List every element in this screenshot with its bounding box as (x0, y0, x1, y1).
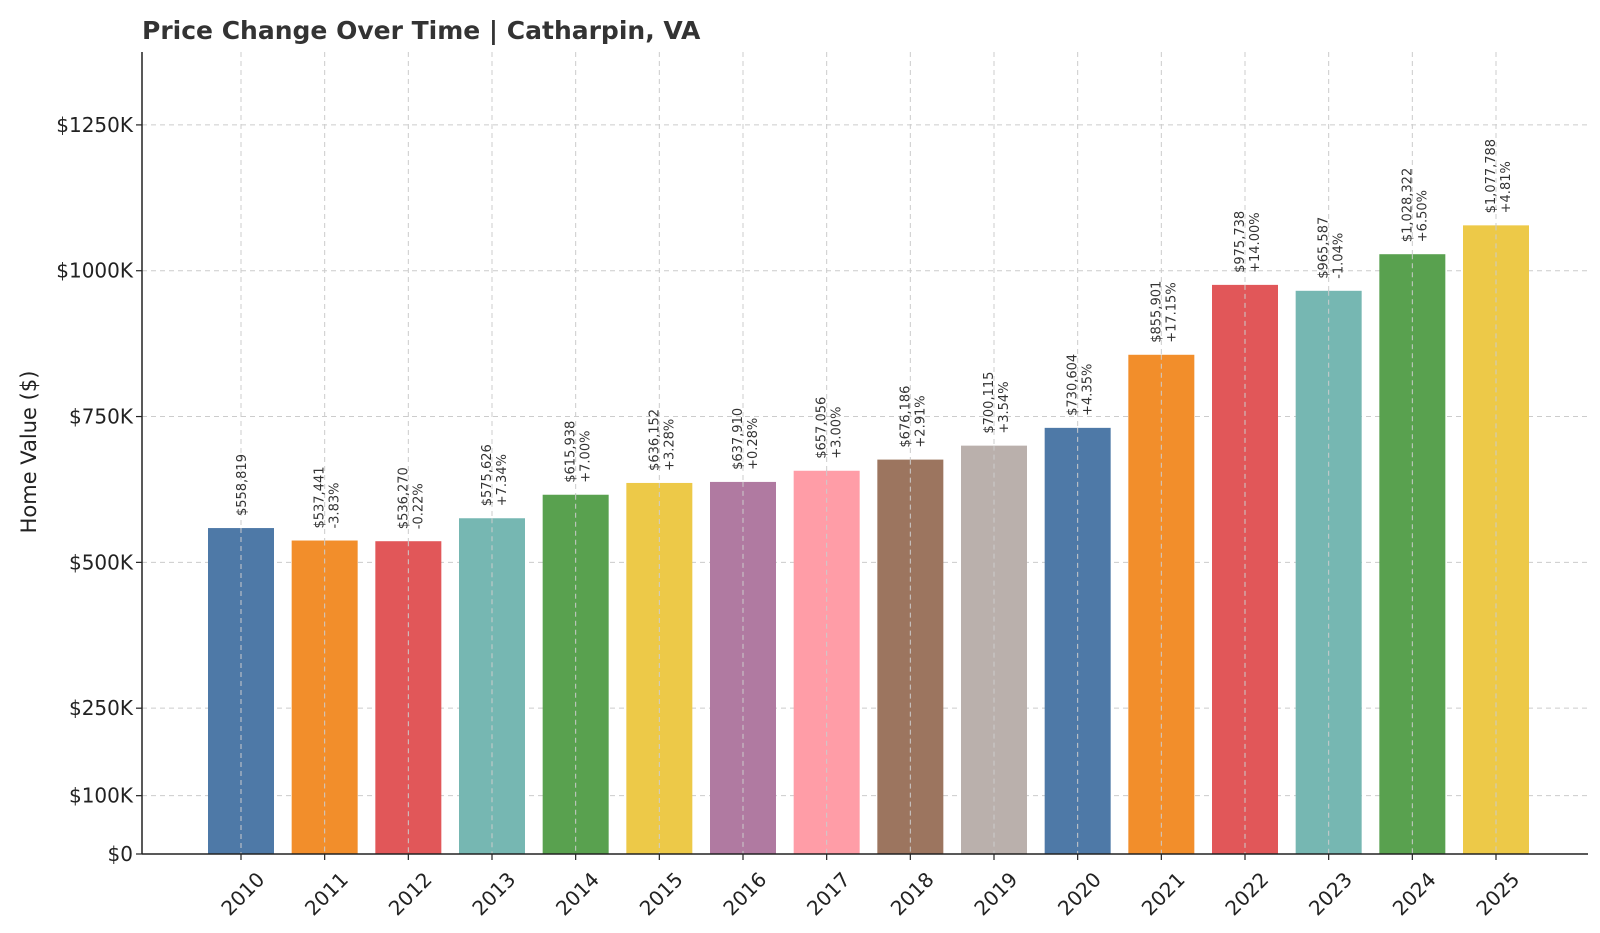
change-label: -1.04% (1332, 233, 1347, 279)
change-label: +3.28% (662, 419, 677, 471)
value-label: $615,938 (564, 421, 579, 483)
value-label: $536,270 (396, 467, 411, 529)
x-tick-label: 2022 (1220, 867, 1273, 920)
value-label: $965,587 (1317, 217, 1332, 279)
x-tick-label: 2015 (635, 867, 688, 920)
value-label: $1,028,322 (1400, 168, 1415, 242)
x-tick-label: 2019 (969, 867, 1022, 920)
bars-layer (208, 225, 1529, 854)
change-label: +14.00% (1248, 212, 1263, 272)
chart-title: Price Change Over Time | Catharpin, VA (142, 16, 701, 45)
value-label: $537,441 (313, 466, 328, 528)
grid-layer (142, 52, 1588, 855)
value-label: $975,738 (1233, 211, 1248, 273)
x-tick-label: 2010 (216, 867, 269, 920)
value-label: $700,115 (982, 372, 997, 434)
y-tick-label: $750K (69, 405, 134, 429)
x-tick-label: 2016 (718, 867, 771, 920)
change-label: -3.83% (328, 483, 343, 529)
x-tick-label: 2011 (300, 867, 353, 920)
y-axis-label: Home Value ($) (17, 371, 41, 534)
change-label: +3.54% (997, 381, 1012, 433)
y-ticks-layer: $0 $100K $250K $500K $750K $1000K $1250K (56, 113, 142, 866)
x-ticks-layer: 2010 2011 2012 2013 2014 2015 2016 2017 2018 2019… (216, 854, 1524, 920)
x-tick-label: 2013 (467, 867, 520, 920)
x-tick-label: 2023 (1304, 867, 1357, 920)
value-label: $636,152 (647, 409, 662, 471)
change-label: +3.00% (830, 407, 845, 459)
x-tick-label: 2017 (802, 867, 855, 920)
y-tick-label: $1250K (56, 113, 134, 137)
y-tick-label: $1000K (56, 259, 134, 283)
value-label: $637,910 (731, 408, 746, 470)
y-tick-label: $500K (69, 550, 134, 574)
change-label: +17.15% (1164, 282, 1179, 342)
value-label: $855,901 (1149, 281, 1164, 343)
x-tick-label: 2012 (384, 867, 437, 920)
value-label: $575,626 (480, 444, 495, 506)
change-label: +0.28% (746, 418, 761, 470)
change-label: +7.34% (495, 454, 510, 506)
x-tick-label: 2024 (1388, 867, 1441, 920)
y-tick-label: $0 (108, 842, 133, 866)
change-label: +2.91% (913, 395, 928, 447)
value-label: $657,056 (815, 397, 830, 459)
change-label: +7.00% (579, 431, 594, 483)
x-tick-label: 2020 (1053, 867, 1106, 920)
value-label: $676,186 (898, 386, 913, 448)
data-labels-layer: $558,819 $537,441 -3.83% $536,270 -0.22% $575… (235, 139, 1514, 854)
value-label: $558,819 (235, 454, 250, 516)
change-label: -0.22% (411, 483, 426, 529)
x-tick-label: 2018 (886, 867, 939, 920)
value-label: $730,604 (1066, 354, 1081, 416)
y-tick-label: $100K (69, 784, 134, 808)
value-label: $1,077,788 (1484, 139, 1499, 213)
bar-2014 (542, 494, 609, 854)
change-label: +6.50% (1415, 190, 1430, 242)
change-label: +4.81% (1499, 161, 1514, 213)
x-tick-label: 2021 (1137, 867, 1190, 920)
x-tick-label: 2014 (551, 867, 604, 920)
bar-2019 (961, 445, 1027, 854)
change-label: +4.35% (1081, 364, 1096, 416)
x-tick-label: 2025 (1471, 867, 1524, 920)
y-tick-label: $250K (69, 696, 134, 720)
bar-2013 (459, 518, 525, 854)
